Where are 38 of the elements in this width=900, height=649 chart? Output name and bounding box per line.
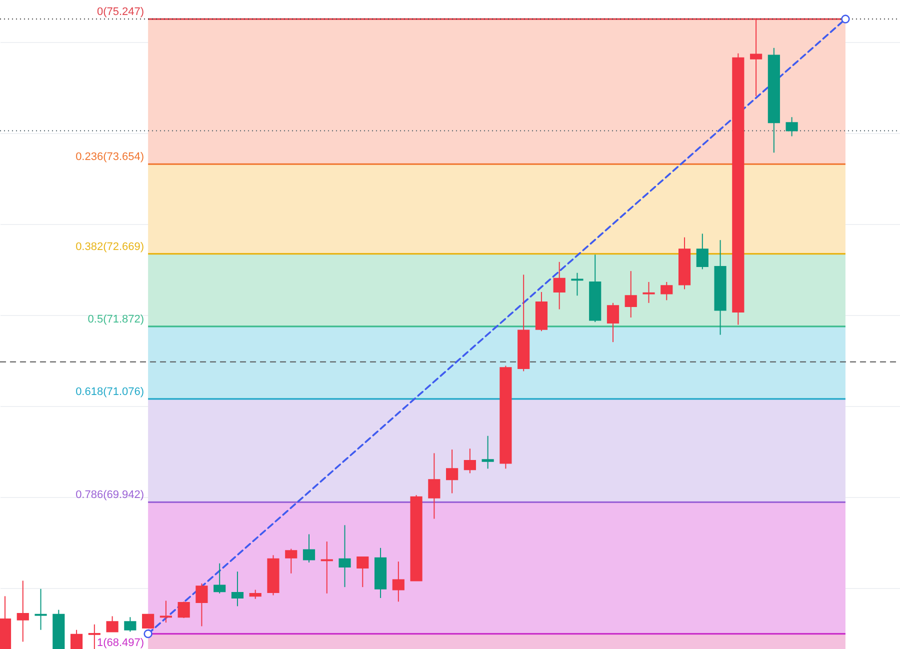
candlestick <box>106 616 118 632</box>
candlestick <box>642 281 655 304</box>
candlestick <box>302 534 316 563</box>
ref-line-label: 0(75.247) <box>96 6 144 18</box>
candlestick <box>428 452 440 520</box>
candlestick <box>178 601 190 619</box>
ref-line-label: 1(68.497) <box>96 636 144 649</box>
candlestick <box>285 548 298 574</box>
candlestick <box>34 588 47 630</box>
candlestick <box>446 449 458 494</box>
candlestick <box>196 582 208 627</box>
candlestick <box>160 600 172 624</box>
candlestick <box>70 629 83 649</box>
candlestick <box>750 18 762 97</box>
candlestick <box>16 580 29 642</box>
ref-line-label: 0.382(72.669) <box>76 240 144 253</box>
candlestick <box>392 561 404 602</box>
candlestick <box>356 556 369 588</box>
candlestick <box>320 541 333 594</box>
ref-line-label: 0.5(71.872) <box>88 313 144 326</box>
candlestick <box>571 272 584 296</box>
ref-line-label: 0.236(73.654) <box>76 151 144 164</box>
candlestick <box>231 571 244 607</box>
candlestick <box>214 562 226 594</box>
candlestick <box>464 448 476 474</box>
candlestick <box>696 233 708 270</box>
ref-line-label: 0.786(69.942) <box>76 489 144 502</box>
candlestick <box>249 589 262 600</box>
candlestick <box>786 116 798 137</box>
candlestick <box>482 435 494 470</box>
candlestick <box>624 270 637 318</box>
candlestick <box>660 281 673 301</box>
ref-line-label: 0.618(71.076) <box>76 386 144 398</box>
candlestick <box>553 261 566 310</box>
candlestick <box>338 524 351 588</box>
candlestick <box>124 616 136 632</box>
candlestick <box>142 614 154 629</box>
candlestick <box>606 302 620 343</box>
